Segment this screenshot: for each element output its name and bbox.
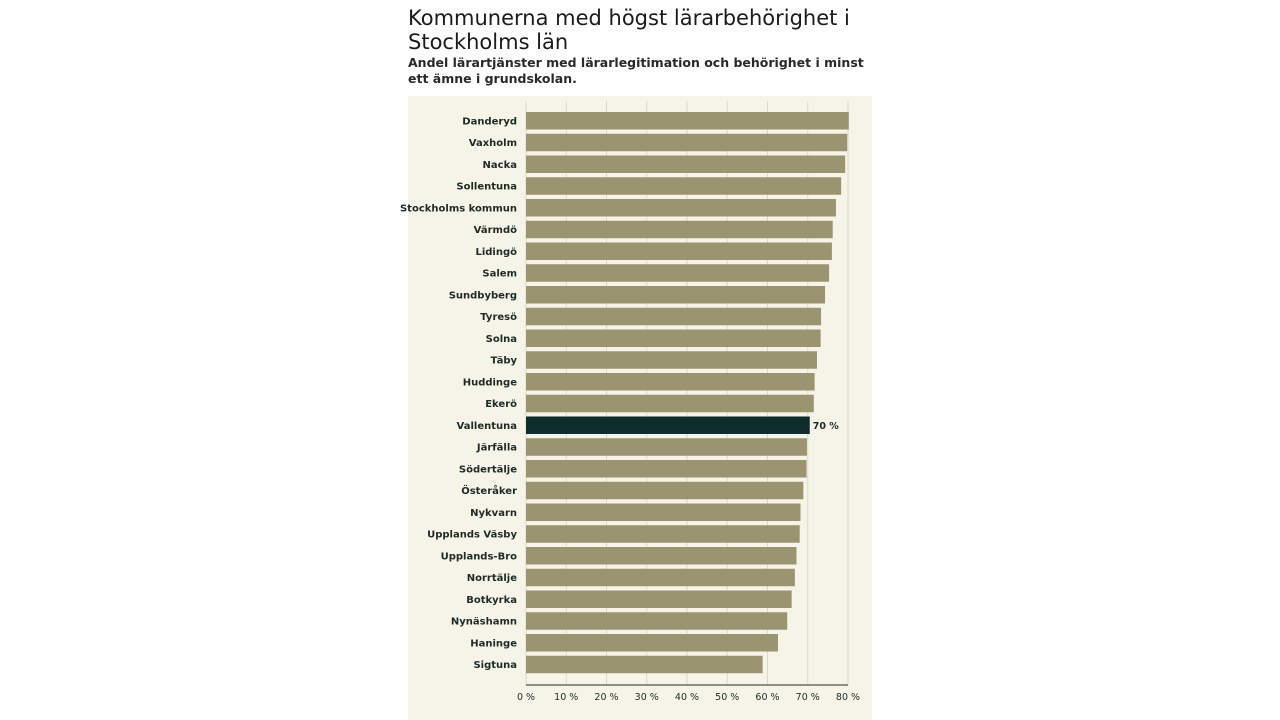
category-label: Nacka (483, 160, 517, 171)
category-label: Upplands Väsby (427, 530, 517, 541)
category-label: Sigtuna (473, 660, 517, 671)
bar (526, 590, 792, 608)
bar (526, 525, 800, 543)
chart-title: Kommunerna med högst lärarbehörighet i S… (408, 6, 850, 54)
bar (526, 242, 832, 260)
bar (526, 568, 795, 587)
category-label: Tyresö (480, 312, 517, 323)
bar (526, 438, 807, 456)
x-tick-label: 10 % (554, 692, 578, 703)
category-label: Lidingö (475, 247, 517, 258)
bar (526, 394, 814, 413)
category-label: Upplands-Bro (441, 551, 518, 562)
bar (526, 155, 846, 173)
category-label: Vaxholm (469, 138, 517, 149)
category-label: Österåker (461, 483, 517, 497)
category-label: Sollentuna (456, 182, 517, 193)
category-label: Botkyrka (466, 595, 517, 606)
bar (526, 264, 830, 282)
bar (526, 547, 797, 565)
bar (526, 481, 804, 500)
bar-highlight (526, 416, 810, 434)
chart-subtitle: Andel lärartjänster med lärarlegitimatio… (408, 55, 864, 86)
category-label: Ekerö (485, 399, 517, 410)
bar (526, 133, 848, 152)
bar (526, 199, 836, 217)
bar (526, 634, 778, 652)
category-label: Vallentuna (457, 421, 517, 432)
bar (526, 177, 842, 195)
category-label: Stockholms kommun (400, 203, 517, 214)
bar (526, 503, 801, 521)
chart-header (408, 0, 872, 96)
category-label: Södertälje (459, 464, 517, 475)
x-tick-label: 0 % (517, 692, 535, 703)
bar (526, 329, 821, 347)
bar (526, 373, 815, 391)
category-label: Täby (491, 356, 518, 367)
bar (526, 655, 763, 674)
category-label: Salem (482, 269, 517, 280)
category-label: Huddinge (463, 377, 518, 388)
x-tick-label: 40 % (675, 692, 699, 703)
bar (526, 612, 788, 630)
category-label: Norrtälje (467, 573, 517, 584)
category-label: Nynäshamn (451, 617, 517, 628)
bar (526, 286, 826, 304)
x-tick-label: 20 % (594, 692, 618, 703)
x-tick-label: 30 % (635, 692, 659, 703)
bar (526, 460, 807, 478)
bar (526, 220, 833, 239)
category-label: Järfälla (476, 443, 517, 454)
category-label: Haninge (470, 638, 517, 649)
bar (526, 112, 849, 130)
category-label: Danderyd (462, 116, 517, 127)
x-tick-label: 50 % (715, 692, 739, 703)
category-label: Solna (486, 334, 517, 345)
category-label: Nykvarn (470, 508, 517, 519)
category-label: Sundbyberg (449, 290, 517, 301)
data-label: 70 % (813, 421, 840, 432)
bar (526, 351, 818, 369)
x-tick-label: 80 % (836, 692, 860, 703)
category-label: Värmdö (474, 225, 517, 236)
x-tick-label: 60 % (755, 692, 779, 703)
x-tick-label: 70 % (796, 692, 820, 703)
bar (526, 307, 822, 326)
